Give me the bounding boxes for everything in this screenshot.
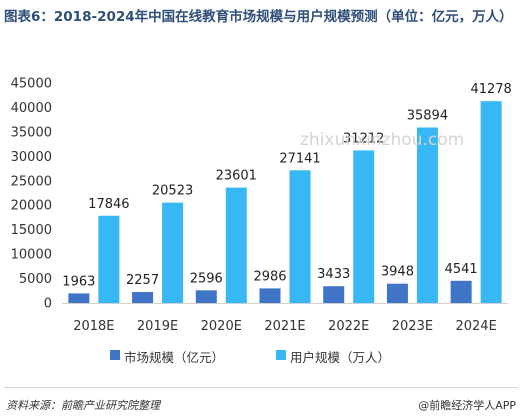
data-label-users: 23601 <box>216 169 257 184</box>
bar-users <box>225 187 247 303</box>
data-label-market: 1963 <box>62 274 95 289</box>
data-label-market: 2257 <box>126 273 159 288</box>
bar-market <box>386 283 408 303</box>
y-tick-label: 10000 <box>11 248 52 263</box>
bar-users <box>289 170 311 303</box>
legend-label-market: 市场规模（亿元） <box>124 350 225 365</box>
bar-market <box>323 286 345 303</box>
x-tick-label: 2021E <box>264 319 305 334</box>
x-tick-label: 2018E <box>73 319 114 334</box>
bar-market <box>450 280 472 303</box>
x-tick-label: 2022E <box>328 319 369 334</box>
source-note: 资料来源：前瞻产业研究院整理 <box>6 399 160 412</box>
data-label-market: 2986 <box>253 269 286 284</box>
bar-chart: 0 5000 10000 15000 20000 25000 30000 35000 40000… <box>11 77 512 335</box>
bar-users <box>98 215 120 303</box>
bar-market <box>68 293 90 303</box>
data-label-users: 20523 <box>152 184 193 199</box>
bar-market <box>259 288 281 303</box>
data-label-users: 17846 <box>88 197 129 212</box>
legend-label-users: 用户规模（万人） <box>290 350 391 365</box>
x-tick-label: 2020E <box>201 319 242 334</box>
y-tick-label: 25000 <box>11 174 52 189</box>
watermark-text: zhixunxinzhou.com <box>300 130 465 150</box>
data-label-market: 4541 <box>445 262 478 277</box>
y-tick-label: 40000 <box>11 101 52 116</box>
bar-market <box>132 291 154 303</box>
bar-users <box>416 127 438 303</box>
y-tick-label: 30000 <box>11 150 52 165</box>
bar-users <box>353 150 375 303</box>
y-tick-label: 35000 <box>11 125 52 140</box>
x-tick-label: 2023E <box>392 319 433 334</box>
data-label-users: 27141 <box>279 151 320 166</box>
data-label-users: 35894 <box>407 109 448 124</box>
bar-users <box>480 101 502 303</box>
x-tick-label: 2019E <box>137 319 178 334</box>
legend-swatch-users <box>276 350 286 360</box>
y-tick-label: 20000 <box>11 199 52 214</box>
x-tick-label: 2024E <box>455 319 496 334</box>
y-tick-label: 0 <box>44 297 52 312</box>
data-label-market: 2596 <box>190 271 223 286</box>
footer: 资料来源：前瞻产业研究院整理 @前瞻经济学人APP <box>0 387 522 416</box>
data-label-users: 31212 <box>343 131 384 146</box>
y-tick-label: 45000 <box>11 77 52 92</box>
footer-divider <box>4 387 518 388</box>
data-label-market: 3433 <box>317 267 350 282</box>
brand-credit: @前瞻经济学人APP <box>418 399 516 412</box>
bar-users <box>162 202 184 303</box>
bar-market <box>195 290 217 303</box>
y-tick-label: 15000 <box>11 223 52 238</box>
data-label-market: 3948 <box>381 265 414 280</box>
legend-swatch-market <box>110 350 120 360</box>
data-label-users: 41278 <box>470 82 511 97</box>
chart-title: 图表6：2018-2024年中国在线教育市场规模与用户规模预测（单位：亿元，万人… <box>4 9 513 25</box>
y-tick-label: 5000 <box>19 272 52 287</box>
